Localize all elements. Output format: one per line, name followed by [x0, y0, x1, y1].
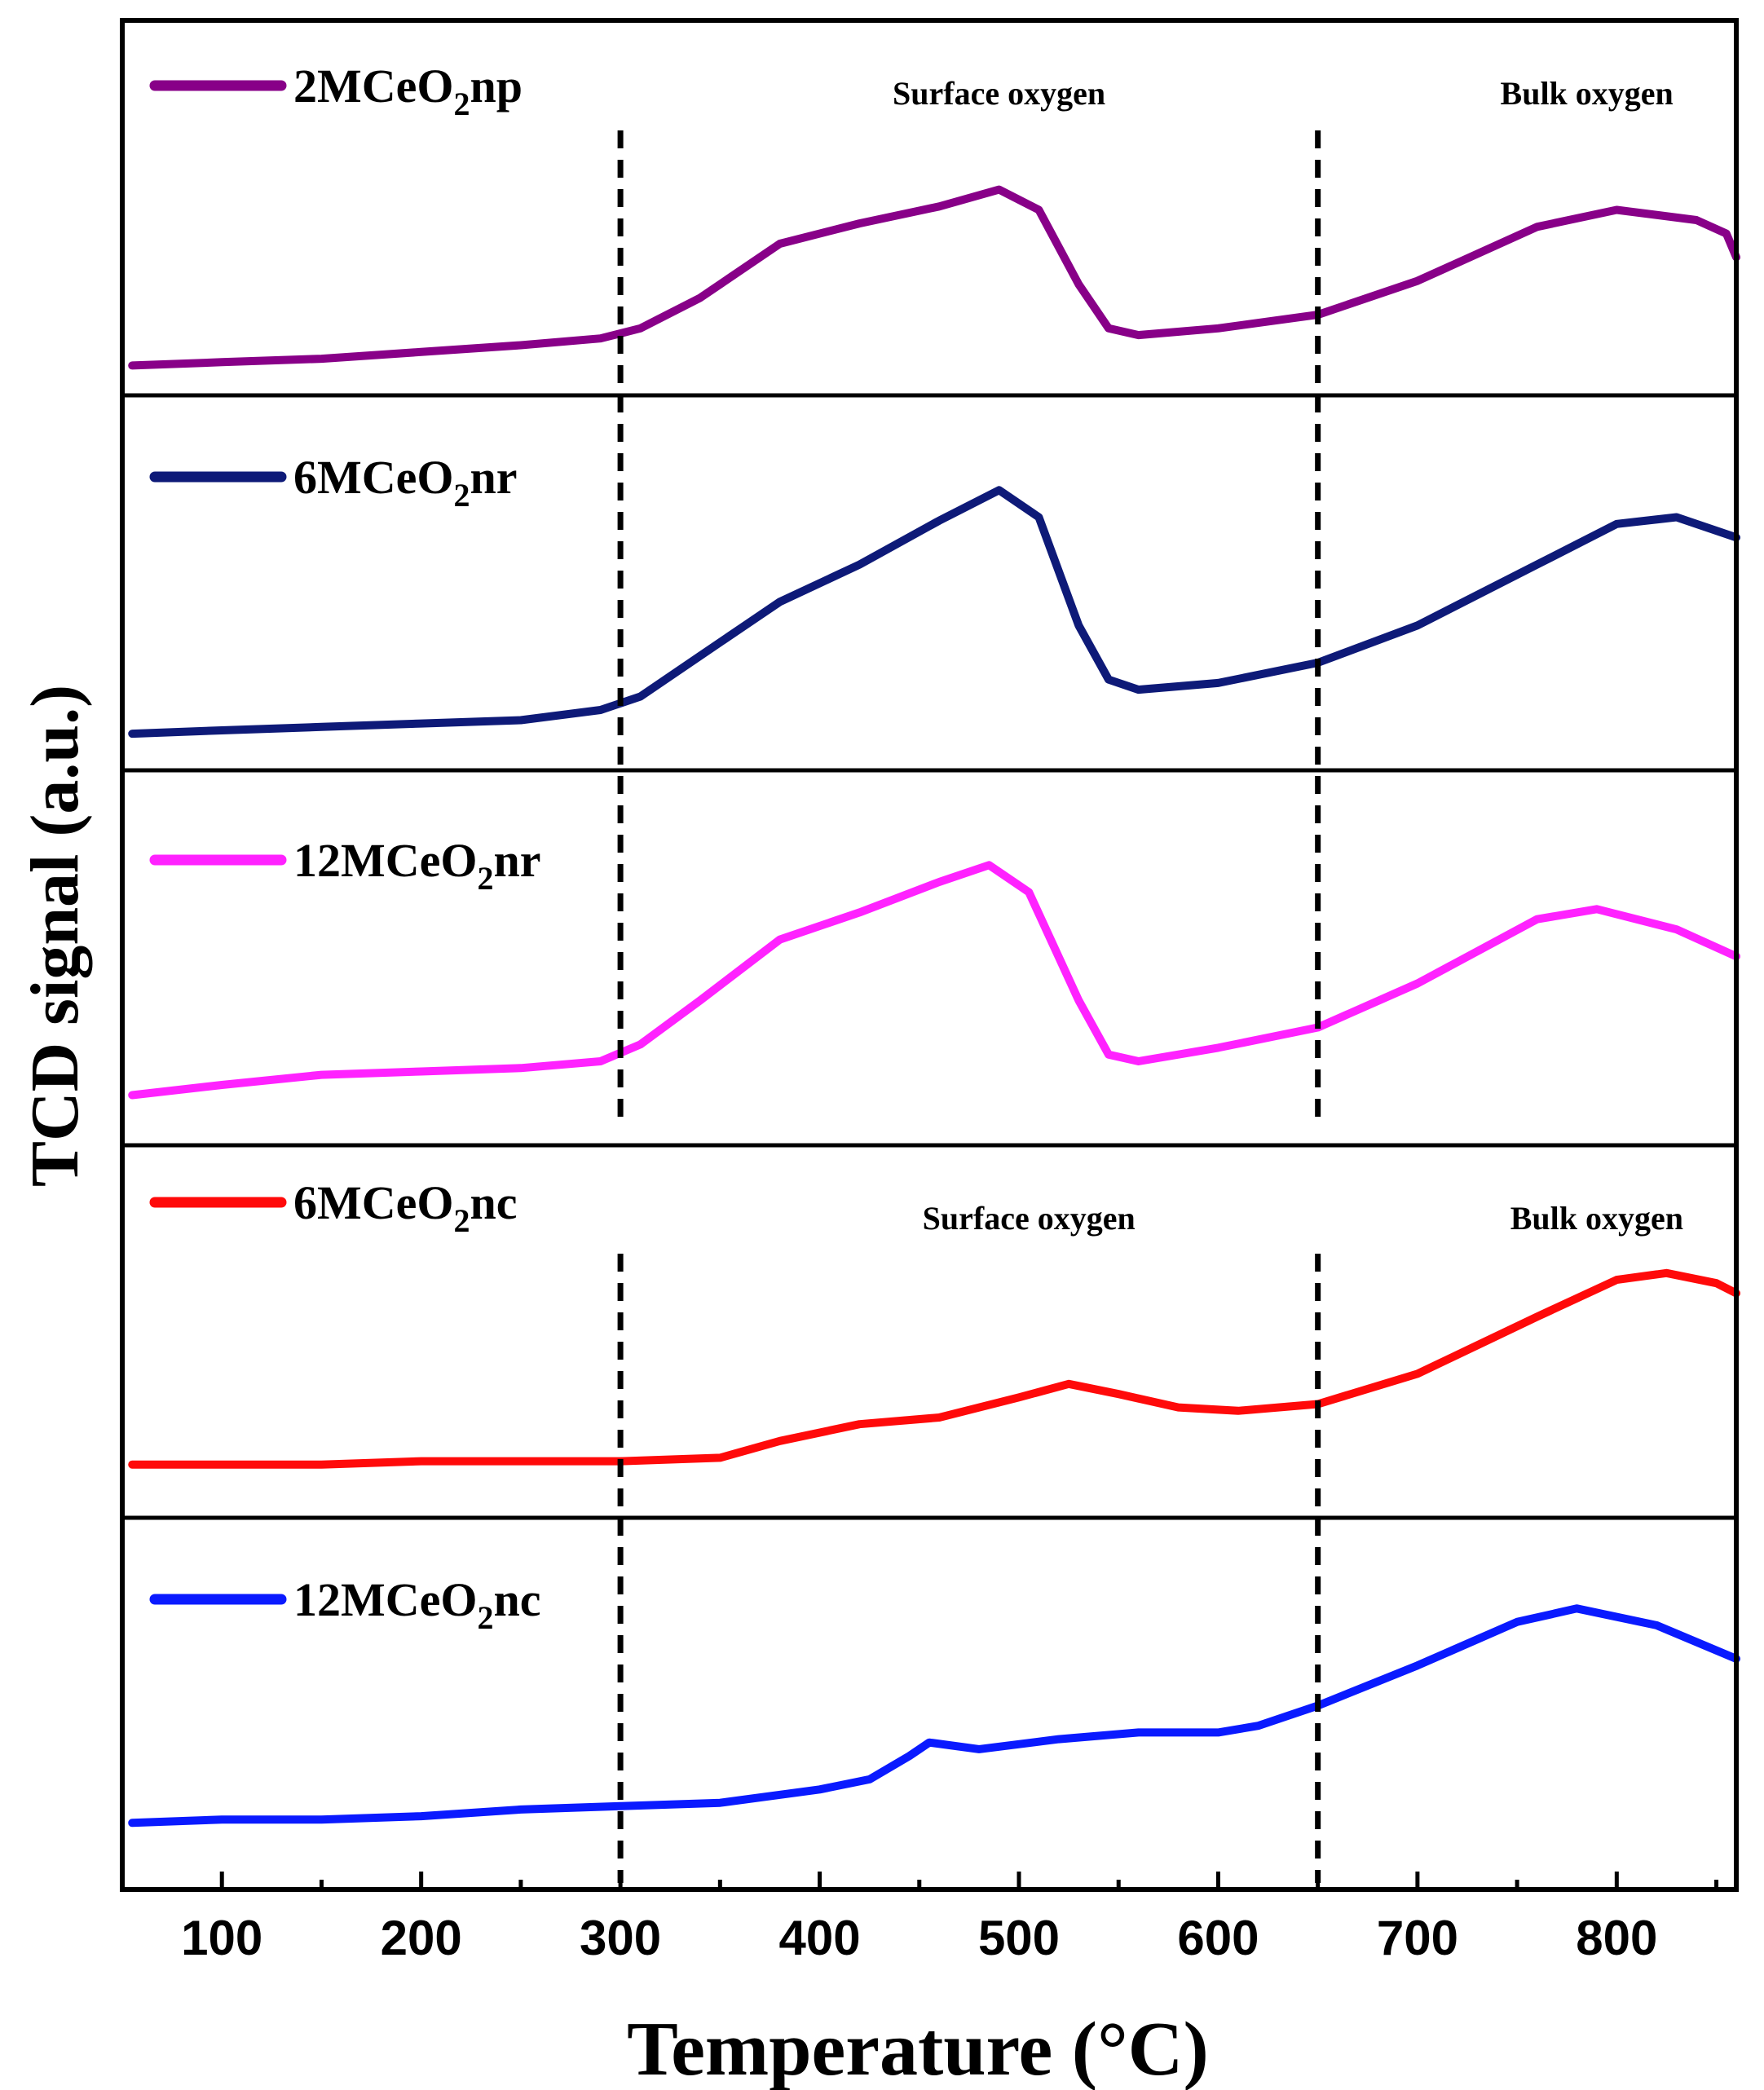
- series-line: [128, 1604, 1740, 1828]
- x-axis-title: Temperature (°C): [627, 2007, 1209, 2090]
- panel-4: 6MCeO2nc Surface oxygen Bulk oxygen: [128, 1176, 1740, 1469]
- x-tick-label: 100: [181, 1911, 262, 1965]
- series-line: [128, 1268, 1740, 1469]
- x-tick-label: 200: [381, 1911, 462, 1965]
- annotation-label: Surface oxygen: [923, 1200, 1136, 1237]
- series-line: [128, 185, 1740, 370]
- y-axis-title: TCD signal (a.u.): [17, 685, 93, 1187]
- panel-2: 6MCeO2nr: [128, 451, 1740, 739]
- legend-label: 12MCeO2nc: [293, 1573, 541, 1636]
- panel-3: 12MCeO2nr: [128, 834, 1740, 1100]
- legend-label: 6MCeO2nr: [293, 451, 518, 514]
- x-axis: 100 200 300 400 500 600 700 800: [120, 1872, 1719, 1965]
- annotation-label: Bulk oxygen: [1510, 1200, 1683, 1237]
- x-tick-label: 600: [1177, 1911, 1259, 1965]
- x-tick-label: 400: [779, 1911, 861, 1965]
- panel-1: 2MCeO2np Surface oxygen Bulk oxygen: [128, 60, 1740, 370]
- annotation-label: Bulk oxygen: [1501, 75, 1674, 112]
- panel-5: 12MCeO2nc: [128, 1573, 1740, 1828]
- x-tick-label: 300: [580, 1911, 661, 1965]
- panels-layer: 2MCeO2np Surface oxygen Bulk oxygen6MCeO2n…: [128, 60, 1740, 1828]
- reference-lines: [617, 130, 1321, 1883]
- legend-label: 2MCeO2np: [293, 60, 523, 122]
- series-line: [128, 486, 1740, 739]
- plot-frame: [120, 18, 1739, 1892]
- x-tick-label: 700: [1377, 1911, 1458, 1965]
- series-line: [128, 861, 1740, 1100]
- plot-border: [120, 18, 1739, 1892]
- x-tick-label: 800: [1576, 1911, 1657, 1965]
- annotation-label: Surface oxygen: [893, 75, 1105, 112]
- legend-label: 12MCeO2nr: [293, 834, 541, 897]
- legend-label: 6MCeO2nc: [293, 1176, 518, 1239]
- x-tick-label: 500: [978, 1911, 1060, 1965]
